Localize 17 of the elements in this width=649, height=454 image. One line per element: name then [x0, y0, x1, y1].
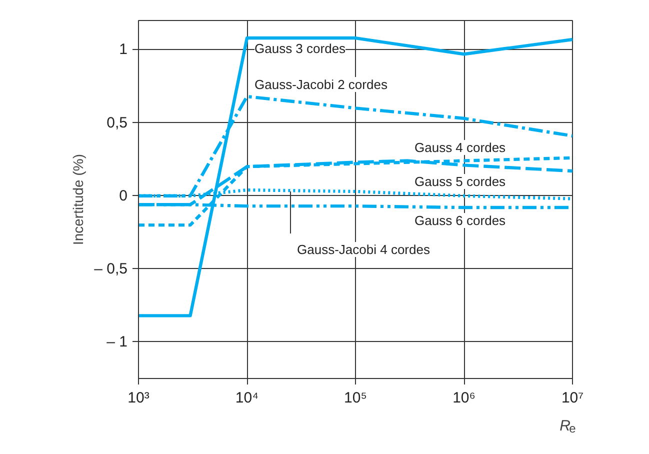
- series-label: Gauss 3 cordes: [254, 41, 346, 56]
- series-label: Gauss 5 cordes: [414, 174, 506, 189]
- y-tick-label: – 1: [106, 333, 128, 350]
- series-label: Gauss-Jacobi 2 cordes: [254, 77, 388, 92]
- x-tick-label: 10⁷: [561, 390, 584, 406]
- x-tick-label: 10⁶: [452, 390, 476, 406]
- y-axis-title: Incertitude (%): [70, 154, 86, 246]
- y-tick-label: 0,5: [106, 114, 128, 132]
- y-tick-label: 1: [119, 41, 128, 58]
- x-tick-label: 10⁵: [344, 390, 367, 406]
- text: Gauss-Jacobi 4 cordes: [297, 242, 430, 257]
- x-tick-label: 10⁴: [235, 390, 259, 406]
- series-label: Gauss 4 cordes: [414, 140, 506, 155]
- x-tick-label: 10³: [128, 390, 150, 406]
- y-tick-label: 0: [119, 187, 128, 204]
- series-label: Gauss 6 cordes: [414, 213, 506, 228]
- y-tick-label: – 0,5: [94, 260, 128, 278]
